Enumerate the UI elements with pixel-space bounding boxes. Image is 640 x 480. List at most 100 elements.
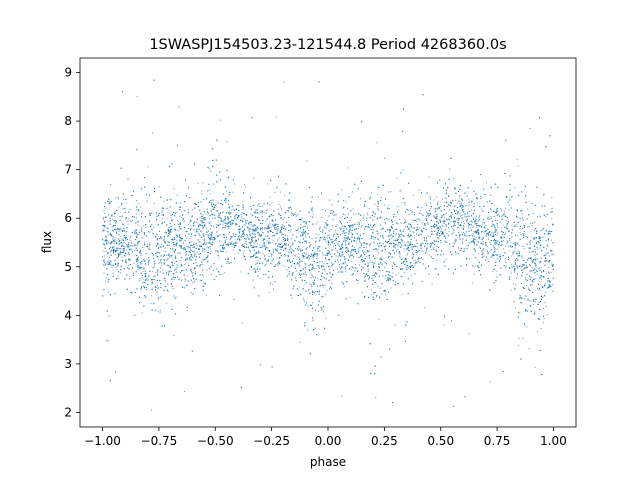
scatter-point	[262, 244, 264, 246]
scatter-point	[153, 226, 155, 228]
scatter-point	[440, 227, 442, 229]
scatter-point	[103, 250, 105, 252]
scatter-point	[346, 249, 348, 251]
scatter-point	[241, 218, 243, 220]
scatter-point	[295, 230, 297, 231]
scatter-point	[152, 271, 154, 273]
scatter-point	[306, 248, 308, 250]
scatter-point	[445, 193, 447, 195]
scatter-point	[218, 257, 220, 259]
scatter-point	[525, 235, 527, 237]
scatter-point	[369, 251, 371, 253]
scatter-point	[317, 246, 319, 248]
scatter-point	[441, 232, 443, 234]
scatter-point	[308, 258, 310, 260]
scatter-point	[329, 251, 331, 253]
scatter-point	[378, 209, 380, 211]
scatter-point	[196, 252, 198, 254]
scatter-point	[436, 216, 438, 218]
scatter-point	[341, 395, 343, 397]
scatter-point	[476, 219, 478, 221]
scatter-point	[121, 244, 123, 246]
scatter-point	[193, 228, 195, 230]
scatter-point	[144, 244, 146, 246]
scatter-point	[278, 203, 280, 205]
scatter-point	[366, 219, 368, 221]
scatter-point	[140, 230, 142, 232]
scatter-point	[313, 266, 315, 268]
scatter-point	[222, 273, 224, 275]
scatter-point	[115, 237, 117, 239]
scatter-point	[404, 260, 406, 262]
scatter-point	[397, 243, 399, 245]
scatter-point	[125, 202, 127, 204]
scatter-point	[248, 238, 250, 240]
scatter-point	[400, 222, 402, 224]
scatter-point	[323, 285, 325, 287]
scatter-point	[534, 366, 536, 368]
scatter-point	[261, 215, 263, 217]
scatter-point	[529, 127, 531, 129]
scatter-point	[356, 242, 358, 244]
scatter-point	[403, 228, 405, 230]
scatter-point	[478, 242, 480, 244]
scatter-point	[497, 232, 499, 234]
scatter-point	[377, 269, 379, 271]
scatter-point	[370, 294, 372, 296]
scatter-point	[135, 213, 137, 215]
scatter-point	[111, 226, 113, 228]
scatter-point	[217, 202, 219, 204]
scatter-point	[121, 256, 123, 258]
scatter-point	[485, 244, 487, 246]
scatter-point	[293, 250, 295, 252]
scatter-point	[505, 232, 507, 234]
scatter-point	[205, 242, 207, 244]
scatter-point	[108, 242, 110, 244]
scatter-point	[164, 281, 166, 283]
scatter-point	[112, 247, 113, 249]
scatter-point	[154, 262, 156, 264]
scatter-point	[217, 224, 219, 226]
scatter-point	[253, 232, 255, 234]
scatter-point	[441, 233, 443, 235]
scatter-point	[262, 253, 264, 255]
scatter-point	[527, 298, 529, 300]
scatter-point	[115, 220, 116, 222]
scatter-point	[130, 235, 132, 237]
scatter-point	[107, 340, 109, 342]
scatter-point	[183, 220, 185, 222]
scatter-point	[108, 291, 110, 293]
scatter-point	[188, 247, 190, 249]
scatter-point	[316, 258, 318, 260]
scatter-point	[360, 259, 362, 261]
scatter-point	[317, 250, 319, 252]
scatter-point	[261, 211, 263, 213]
scatter-point	[256, 256, 258, 258]
scatter-point	[534, 254, 536, 256]
scatter-point	[351, 260, 353, 262]
scatter-point	[380, 196, 382, 198]
scatter-point	[333, 243, 335, 245]
scatter-point	[551, 264, 553, 266]
scatter-point	[429, 245, 431, 247]
scatter-point	[369, 275, 371, 277]
scatter-point	[403, 218, 405, 220]
scatter-point	[425, 252, 427, 254]
scatter-point	[174, 298, 176, 300]
scatter-point	[269, 196, 271, 198]
scatter-point	[433, 224, 435, 226]
scatter-point	[436, 259, 438, 261]
scatter-point	[333, 245, 335, 247]
scatter-point	[336, 224, 338, 226]
scatter-point	[367, 262, 369, 264]
scatter-point	[304, 236, 306, 238]
scatter-point	[225, 223, 227, 225]
scatter-point	[349, 229, 351, 231]
scatter-point	[126, 250, 128, 252]
scatter-point	[226, 190, 228, 192]
scatter-point	[328, 268, 330, 270]
scatter-point	[437, 206, 439, 208]
scatter-point	[329, 271, 331, 273]
scatter-point	[471, 234, 473, 236]
scatter-point	[432, 233, 434, 235]
